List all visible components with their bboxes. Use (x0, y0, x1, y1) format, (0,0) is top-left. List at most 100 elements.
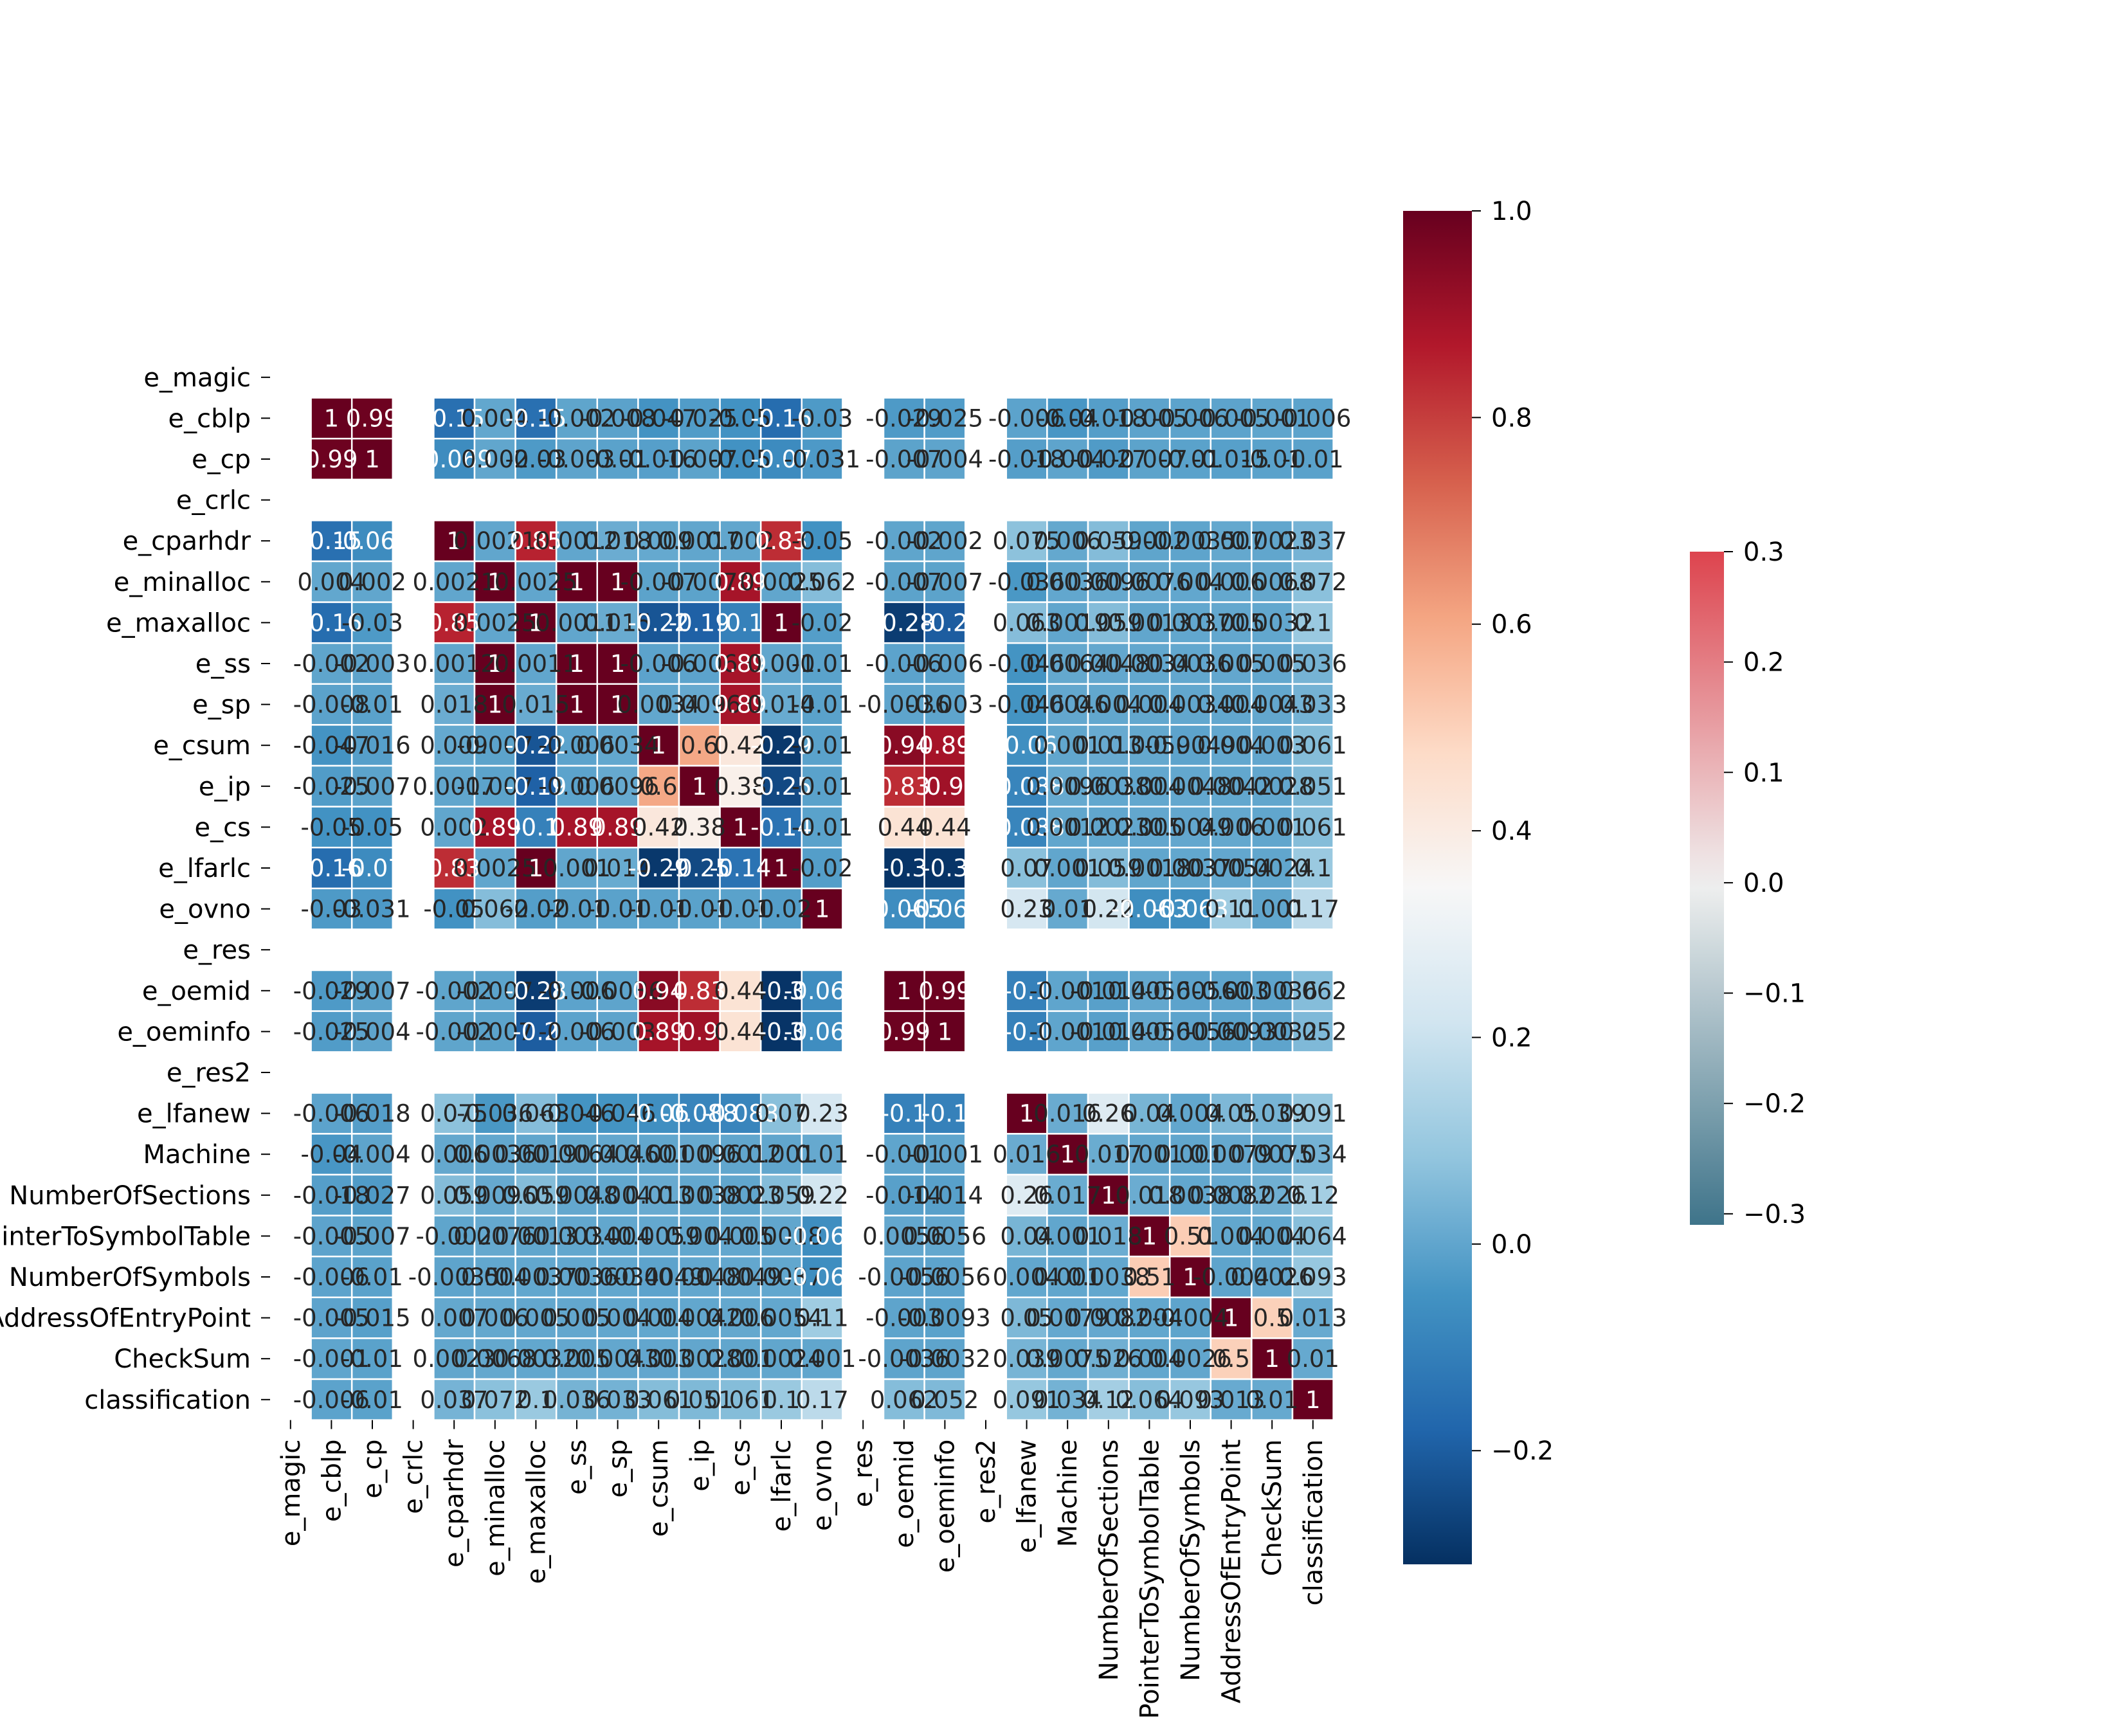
heatmap-cell-e_ovno-CheckSum (1251, 887, 1294, 930)
heatmap-cell-e_sp-e_sp (596, 683, 639, 726)
secondary-colorbar-tick-label: −0.1 (1743, 979, 1806, 1009)
heatmap-cell-e_cp-Machine (1046, 437, 1089, 481)
cell-value-label: 1 (1101, 1182, 1116, 1209)
cell-value-label: -0.1 (881, 1100, 927, 1128)
cell-value-label: 1 (1060, 1141, 1075, 1168)
heatmap-cell-e_ip-CheckSum (1251, 764, 1294, 808)
heatmap-cell-classification-e_csum (637, 1378, 680, 1421)
cell-value-label: 0.093 (1279, 1263, 1347, 1291)
heatmap-cell-NumberOfSymbols-AddressOfEntryPoint (1210, 1255, 1253, 1299)
heatmap-cell-e_cp-NumberOfSymbols (1168, 437, 1212, 481)
heatmap-cell-NumberOfSections-e_cp (350, 1173, 394, 1216)
heatmap-cell-e_ip-e_ss (555, 764, 599, 808)
cell-value-label: 0.036 (1279, 650, 1347, 678)
cell-value-label: 0.99 (878, 1018, 930, 1045)
cell-value-label: 0.99 (918, 977, 971, 1005)
heatmap-cell-e_cparhdr-e_ip (678, 520, 721, 563)
heatmap-cell-e_oemid-classification (1291, 969, 1334, 1012)
cell-value-label: 0.6 (680, 732, 718, 759)
heatmap-cell-PointerToSymbolTable-PointerToSymbolTable (1128, 1215, 1171, 1258)
heatmap-cell-e_oeminfo-e_cparhdr (433, 1010, 476, 1053)
cell-value-label: 1 (1305, 1386, 1321, 1414)
cell-value-label: -0.15 (505, 404, 567, 432)
main-colorbar: 1.0 0.8 0.6 0.4 0.2 0.0 −0.2 (1403, 197, 1554, 1564)
heatmap-cell-e_minalloc-e_ovno (801, 560, 844, 603)
heatmap-cell-e_sp-PointerToSymbolTable (1128, 683, 1171, 726)
heatmap-cell-e_minalloc-Machine (1046, 560, 1089, 603)
heatmap-cell-e_ovno-e_sp (596, 887, 639, 930)
heatmap-cell-e_ovno-e_cp (350, 887, 394, 930)
heatmap-cell-e_lfarlc-e_cp (350, 846, 394, 890)
heatmap-cell-classification-NumberOfSections (1087, 1378, 1130, 1421)
cell-value-label: 0.01 (1287, 1345, 1339, 1373)
heatmap-cell-PointerToSymbolTable-e_csum (637, 1215, 680, 1258)
heatmap-cell-Machine-e_cs (719, 1133, 762, 1176)
heatmap-cell-e_maxalloc-e_ovno (801, 601, 844, 644)
heatmap-cell-e_ovno-e_csum (637, 887, 680, 930)
heatmap-cell-e_maxalloc-classification (1291, 601, 1334, 644)
heatmap-cell-e_cparhdr-e_ss (555, 520, 599, 563)
heatmap-cell-e_cparhdr-e_minalloc (473, 520, 516, 563)
heatmap-cell-e_cparhdr-e_cp (350, 520, 394, 563)
heatmap-cell-e_cs-e_csum (637, 806, 680, 849)
cell-value-label: 0.018 (1075, 1222, 1143, 1250)
heatmap-cell-e_oeminfo-e_cp (350, 1010, 394, 1053)
heatmap-cell-e_sp-e_lfarlc (759, 683, 803, 726)
cell-value-label: 0.0011 (494, 650, 577, 678)
heatmap-cell-e_minalloc-e_oemid (882, 560, 925, 603)
heatmap-cell-e_cs-CheckSum (1251, 806, 1294, 849)
main-colorbar-tick-label: 1.0 (1491, 197, 1532, 226)
heatmap-cell-e_oemid-e_cp (350, 969, 394, 1012)
row-tick-label: NumberOfSymbols (9, 1263, 251, 1292)
heatmap-cell-e_minalloc-e_cblp (310, 560, 353, 603)
heatmap-cell-e_cparhdr-e_maxalloc (514, 520, 558, 563)
column-tick-label: e_cparhdr (440, 1439, 469, 1568)
cell-value-label: -0.01 (341, 691, 403, 719)
heatmap-cell-e_lfanew-e_oeminfo (923, 1092, 966, 1135)
row-tick-label: e_oemid (142, 977, 251, 1006)
heatmap-cell-labels: 1 0.99 -0.150.004-0.15-0.002-0.008-0.047-0… (293, 404, 1352, 1413)
heatmap-cell-e_sp-e_oemid (882, 683, 925, 726)
cell-value-label: -0.047 (621, 404, 697, 432)
cell-value-label: -0.001 (1234, 404, 1310, 432)
cell-value-label: -0.03 (792, 404, 853, 432)
cell-value-label: -0.05 (341, 813, 403, 841)
heatmap-cell-AddressOfEntryPoint-e_ip (678, 1296, 721, 1339)
cell-value-label: -0.004 (334, 1141, 410, 1168)
column-tick-label: e_csum (644, 1440, 674, 1537)
heatmap-cell-NumberOfSymbols-e_lfanew (1005, 1255, 1048, 1299)
heatmap-cell-PointerToSymbolTable-e_ss (555, 1215, 599, 1258)
heatmap-cell-e_ss-e_lfarlc (759, 642, 803, 685)
cell-value-label: -0.04 (1037, 404, 1098, 432)
heatmap-cell-e_cp-AddressOfEntryPoint (1210, 437, 1253, 481)
heatmap-cell-e_ip-AddressOfEntryPoint (1210, 764, 1253, 808)
heatmap-cell-e_minalloc-e_ip (678, 560, 721, 603)
heatmap-cell-CheckSum-e_cp (350, 1337, 394, 1380)
cell-value-label: -0.15 (423, 404, 485, 432)
cell-value-label: -0.065 (907, 896, 983, 923)
cell-value-label: -0.069 (334, 527, 410, 555)
heatmap-cell-e_ovno-e_oeminfo (923, 887, 966, 930)
heatmap-cell-e_ip-NumberOfSections (1087, 764, 1130, 808)
column-tick-label: e_oeminfo (930, 1440, 960, 1573)
heatmap-cell-e_oeminfo-Machine (1046, 1010, 1089, 1053)
cell-value-label: 0.17 (1287, 896, 1339, 923)
main-colorbar-tick-label: 0.2 (1491, 1023, 1532, 1053)
cell-value-label: -0.01 (792, 732, 853, 759)
heatmap-cell-e_ovno-e_lfanew (1005, 887, 1048, 930)
heatmap-cell-e_cparhdr-NumberOfSections (1087, 520, 1130, 563)
cell-value-label: 0.0025 (453, 854, 536, 882)
heatmap-cell-e_lfanew-e_lfanew (1005, 1092, 1048, 1135)
row-tick-label: e_cblp (168, 404, 251, 433)
cell-value-label: 0.002 (338, 568, 406, 596)
cell-value-label: -0.01 (792, 691, 853, 719)
heatmap-cell-e_minalloc-CheckSum (1251, 560, 1294, 603)
cell-value-label: 0.061 (1279, 813, 1347, 841)
column-tick-label: e_lfanew (1013, 1440, 1042, 1553)
cell-value-label: -0.1 (921, 1100, 968, 1128)
row-tick-label: classification (84, 1386, 251, 1415)
heatmap-cell-e_cp-e_maxalloc (514, 437, 558, 481)
cell-value-label: -0.02 (750, 896, 812, 923)
heatmap-cell-e_cblp-e_ss (555, 397, 599, 440)
heatmap-cell-e_oeminfo-e_oeminfo (923, 1010, 966, 1053)
